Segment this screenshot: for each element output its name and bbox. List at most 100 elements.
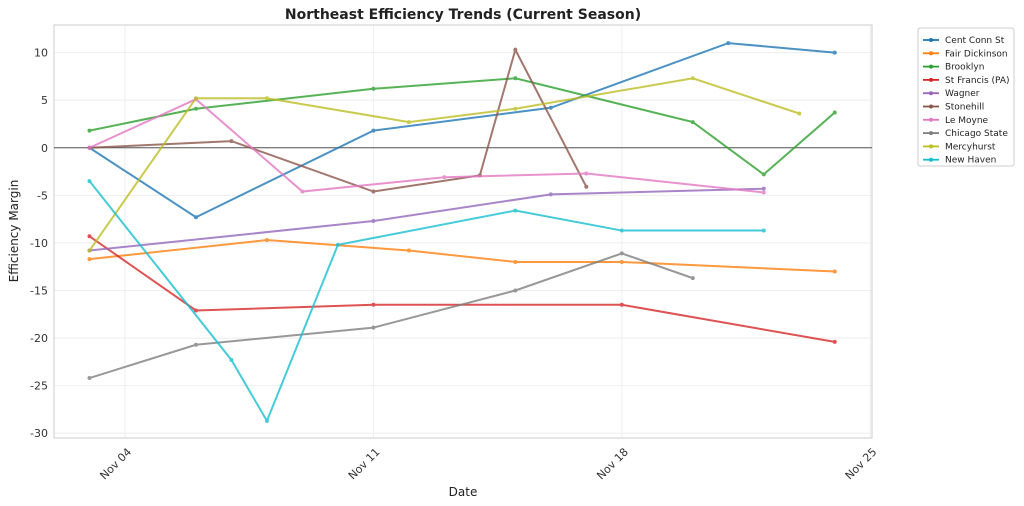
- data-point: [264, 418, 269, 423]
- data-point: [513, 208, 518, 213]
- legend-marker: [929, 77, 933, 82]
- legend-label: Mercyhurst: [945, 142, 996, 152]
- legend-label: Brooklyn: [945, 63, 984, 73]
- series-line: [88, 180, 764, 424]
- x-tick-label: Nov 11: [346, 446, 383, 483]
- legend-marker: [929, 51, 933, 56]
- data-point: [371, 128, 376, 133]
- legend-label: Wagner: [945, 89, 980, 99]
- legend-marker: [929, 38, 933, 42]
- data-point: [832, 339, 837, 344]
- data-point: [832, 50, 837, 55]
- data-point: [300, 189, 305, 194]
- series-line: [89, 239, 835, 273]
- data-point: [87, 179, 92, 184]
- data-point: [548, 105, 553, 110]
- data-point: [797, 111, 802, 116]
- data-point: [726, 41, 731, 46]
- y-axis-label: Efficiency Margin: [7, 180, 21, 283]
- legend-marker: [929, 117, 933, 122]
- data-point: [371, 302, 376, 307]
- series-line: [88, 235, 835, 343]
- series-st-francis-pa-: [87, 234, 837, 344]
- legend-box: [917, 27, 1015, 167]
- data-point: [193, 308, 198, 313]
- legend-label: Stonehill: [945, 103, 984, 113]
- data-point: [264, 96, 269, 101]
- data-point: [513, 106, 518, 111]
- y-tick-label: -25: [30, 380, 48, 393]
- data-point: [761, 186, 766, 191]
- data-point: [690, 76, 695, 81]
- y-tick-label: -10: [30, 237, 48, 250]
- series-line: [89, 47, 588, 193]
- data-point: [87, 145, 92, 150]
- data-point: [619, 259, 624, 264]
- data-point: [87, 128, 92, 133]
- plot-frame: [53, 24, 873, 439]
- data-point: [229, 139, 234, 144]
- data-point: [264, 238, 269, 243]
- data-point: [406, 248, 411, 253]
- series-line: [89, 98, 764, 194]
- data-point: [442, 175, 447, 180]
- data-point: [371, 325, 376, 330]
- legend-marker: [929, 157, 933, 162]
- legend-label: Cent Conn St: [945, 36, 1005, 46]
- data-point: [832, 110, 837, 115]
- data-point: [548, 192, 553, 197]
- series-stonehill: [87, 47, 589, 194]
- data-point: [619, 228, 624, 233]
- data-point: [193, 215, 198, 220]
- series-line: [88, 42, 835, 219]
- legend-marker: [929, 104, 933, 109]
- data-point: [584, 171, 589, 176]
- data-point: [229, 357, 234, 362]
- legend-label: Le Moyne: [945, 116, 989, 126]
- data-point: [619, 251, 624, 256]
- data-point: [690, 276, 695, 281]
- legend-label: Fair Dickinson: [945, 49, 1008, 59]
- data-point: [513, 76, 518, 81]
- data-point: [619, 302, 624, 307]
- data-point: [513, 47, 518, 52]
- data-point: [371, 219, 376, 224]
- legend-label: St Francis (PA): [945, 76, 1010, 86]
- data-point: [690, 120, 695, 125]
- data-point: [513, 288, 518, 293]
- data-point: [513, 259, 518, 264]
- legend-marker: [929, 131, 933, 136]
- data-point: [406, 120, 411, 125]
- y-tick-label: 0: [41, 142, 48, 155]
- data-point: [761, 172, 766, 177]
- legend-marker: [929, 144, 933, 149]
- legend-marker: [929, 64, 933, 69]
- data-point: [193, 96, 198, 101]
- data-point: [335, 242, 340, 247]
- series-brooklyn: [87, 76, 837, 177]
- chart-title: Northeast Efficiency Trends (Current Sea…: [285, 7, 641, 23]
- series-line: [89, 252, 694, 380]
- x-tick-label: Nov 18: [594, 446, 631, 483]
- series-le-moyne: [87, 97, 766, 195]
- data-point: [87, 234, 92, 239]
- legend-marker: [929, 91, 933, 96]
- data-point: [193, 342, 198, 347]
- legend-label: Chicago State: [945, 129, 1008, 139]
- data-point: [371, 189, 376, 194]
- series-line: [89, 187, 764, 252]
- series-cent-conn-st: [87, 41, 837, 220]
- x-tick-label: Nov 25: [843, 446, 880, 483]
- y-tick-label: -20: [30, 332, 48, 345]
- data-point: [87, 248, 92, 253]
- x-tick-label: Nov 04: [97, 446, 134, 483]
- data-point: [371, 86, 376, 91]
- y-tick-label: -5: [37, 189, 48, 202]
- data-point: [87, 257, 92, 262]
- y-tick-label: 10: [34, 47, 48, 60]
- y-tick-label: -30: [30, 427, 48, 440]
- series-fair-dickinson: [87, 238, 837, 274]
- y-tick-label: 5: [41, 94, 48, 107]
- legend: Cent Conn St Fair Dickinson Brooklyn St Fra…: [917, 27, 1015, 167]
